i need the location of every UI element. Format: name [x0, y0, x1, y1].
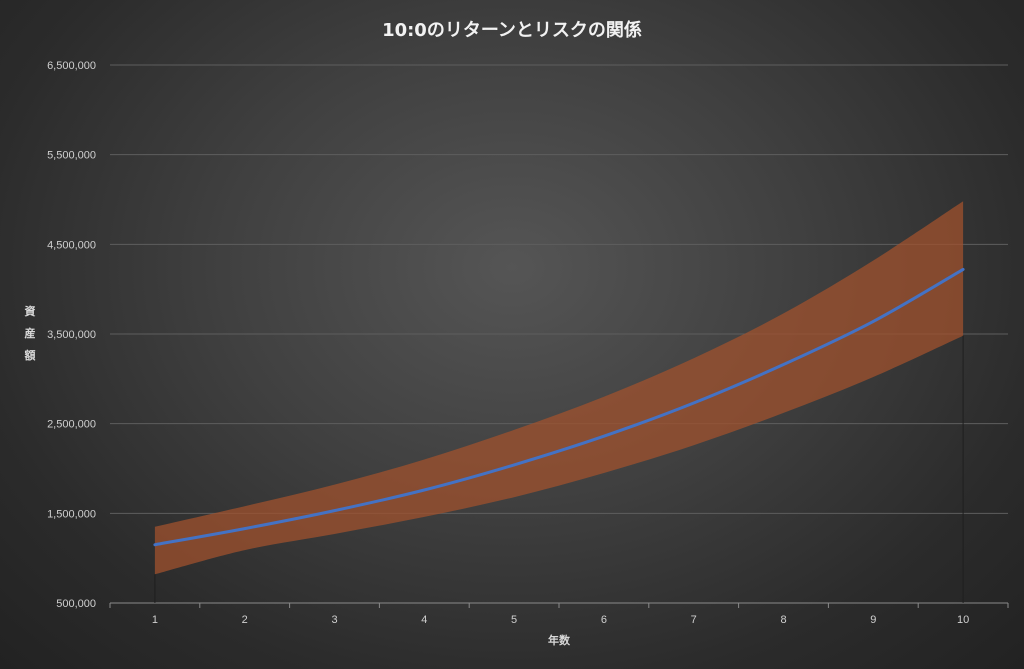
x-tick-label: 1	[152, 614, 158, 626]
y-tick-label: 3,500,000	[47, 329, 96, 341]
y-axis-title: 資産額	[24, 304, 36, 362]
x-tick-label: 2	[242, 614, 248, 626]
x-tick-label: 9	[870, 614, 876, 626]
y-tick-label: 5,500,000	[47, 150, 96, 162]
x-tick-label: 8	[780, 614, 786, 626]
y-axis-title-char: 資	[25, 304, 36, 318]
expected-return-line-path	[153, 267, 965, 547]
x-tick-label: 6	[601, 614, 607, 626]
y-tick-label: 500,000	[56, 598, 96, 610]
x-tick-label: 7	[691, 614, 697, 626]
risk-band	[154, 201, 964, 603]
y-axis-ticks: 500,000 1,500,000 2,500,000 3,500,000 4,500,…	[47, 60, 96, 610]
x-tick-label: 5	[511, 614, 517, 626]
x-axis-title: 年数	[548, 633, 571, 647]
y-axis-title-char: 額	[24, 348, 36, 362]
x-tick-label: 10	[957, 614, 969, 626]
x-axis-ticks: 1 2 3 4 5 6 7 8 9 10	[109, 603, 1009, 626]
chart-title: 10:0のリターンとリスクの関係	[382, 19, 642, 41]
x-tick-label: 3	[331, 614, 337, 626]
expected-return-line	[153, 267, 965, 547]
y-tick-label: 6,500,000	[47, 60, 96, 72]
risk-band-area	[154, 201, 964, 575]
y-axis-title-char: 産	[25, 326, 36, 340]
x-tick-label: 4	[421, 614, 427, 626]
y-tick-label: 4,500,000	[47, 239, 96, 251]
y-tick-label: 1,500,000	[47, 508, 96, 520]
y-tick-label: 2,500,000	[47, 419, 96, 431]
